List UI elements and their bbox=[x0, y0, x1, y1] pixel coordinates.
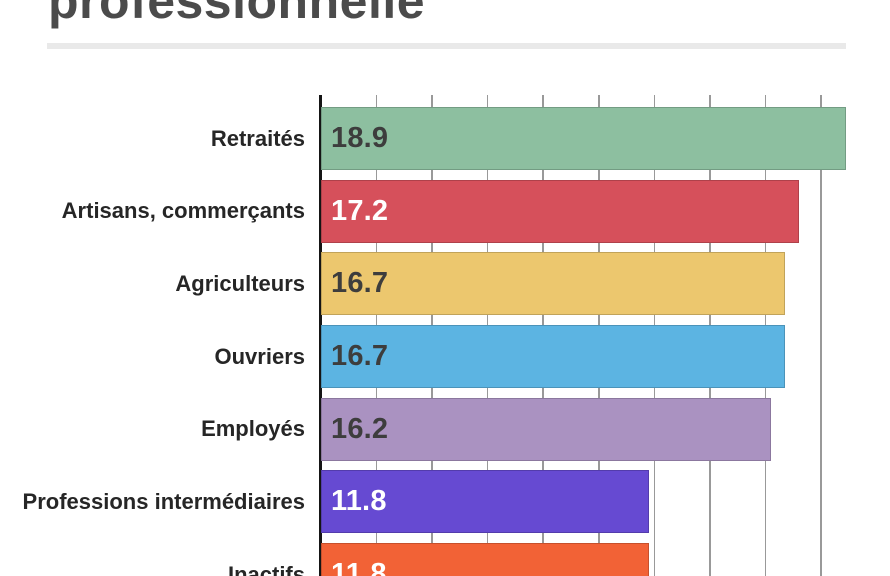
page-title: professionnelle bbox=[48, 0, 426, 29]
bar: 11.8 bbox=[321, 543, 649, 576]
bar: 16.7 bbox=[321, 252, 785, 316]
bar-value-label: 11.8 bbox=[331, 485, 387, 518]
bar-row: Artisans, commerçants 17.2 bbox=[0, 179, 890, 243]
bar-label: Inactifs bbox=[227, 561, 305, 576]
bar-value-label: 16.2 bbox=[331, 412, 389, 445]
bar: 16.2 bbox=[321, 397, 772, 461]
bar: 18.9 bbox=[321, 107, 847, 170]
bar-row: Inactifs 11.8 bbox=[0, 543, 890, 576]
bar-label: Agriculteurs bbox=[175, 270, 305, 296]
bar-label: Artisans, commerçants bbox=[61, 198, 305, 224]
bar-value-label: 17.2 bbox=[331, 194, 389, 227]
bar: 16.7 bbox=[321, 325, 785, 388]
bar: 17.2 bbox=[321, 179, 799, 243]
bar-value-label: 11.8 bbox=[331, 558, 387, 576]
bar-value-label: 16.7 bbox=[331, 340, 389, 372]
bar-label: Ouvriers bbox=[214, 343, 306, 369]
bar-label: Retraités bbox=[210, 125, 305, 151]
bar-label: Professions intermédiaires bbox=[22, 488, 305, 514]
title-divider bbox=[47, 43, 846, 49]
y-axis-line bbox=[319, 95, 322, 576]
gridline bbox=[820, 95, 822, 576]
bar-row: Retraités 18.9 bbox=[0, 107, 890, 170]
bar-label: Employés bbox=[201, 416, 305, 442]
bar-value-label: 16.7 bbox=[331, 267, 389, 300]
bar-row: Ouvriers 16.7 bbox=[0, 325, 890, 388]
bar-row: Professions intermédiaires 11.8 bbox=[0, 470, 890, 534]
bar-row: Agriculteurs 16.7 bbox=[0, 252, 890, 316]
bar: 11.8 bbox=[321, 470, 649, 534]
bar-value-label: 18.9 bbox=[331, 122, 389, 154]
bar-row: Employés 16.2 bbox=[0, 397, 890, 461]
